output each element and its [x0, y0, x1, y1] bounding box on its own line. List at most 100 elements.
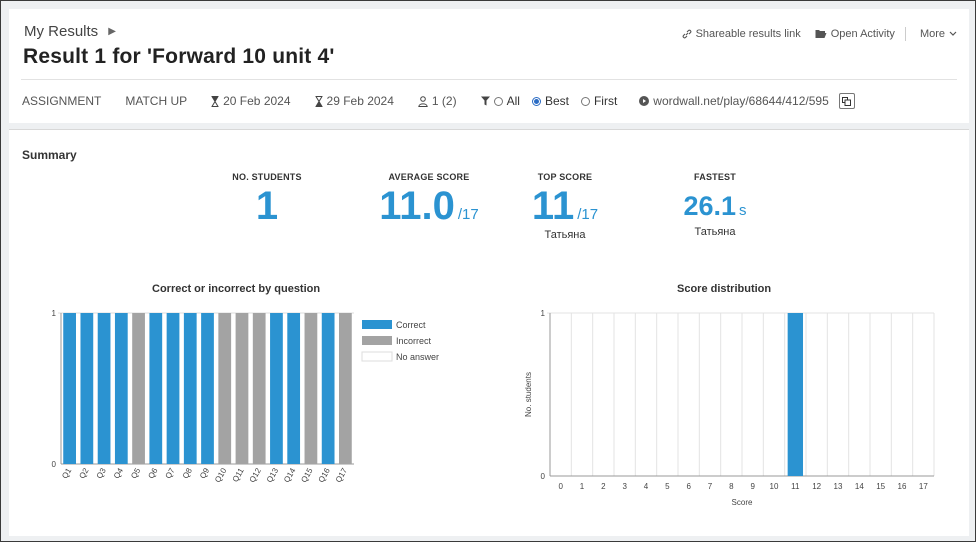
more-menu-button[interactable]: More	[920, 28, 957, 40]
bar-incorrect	[304, 313, 318, 464]
user-icon	[418, 95, 428, 107]
stat-students: NO. STUDENTS 1	[217, 172, 317, 226]
x-tick-label: Q5	[129, 466, 142, 480]
start-date-label: 20 Feb 2024	[223, 94, 291, 108]
x-tick-label: 12	[812, 482, 821, 491]
stat-top: TOP SCORE 11/17 Татьяна	[505, 172, 625, 241]
radio-icon	[580, 96, 590, 106]
bar-correct	[201, 313, 214, 464]
x-tick-label: Q17	[334, 466, 350, 484]
x-tick-label: 11	[791, 482, 800, 491]
bar-correct	[166, 313, 180, 464]
filter-best-radio[interactable]: Best	[531, 94, 569, 108]
x-tick-label: 10	[770, 482, 779, 491]
x-tick-label: Q8	[181, 466, 194, 480]
activity-link[interactable]: wordwall.net/play/68644/412/595	[653, 94, 829, 108]
shareable-link-label: Shareable results link	[695, 28, 801, 40]
x-tick-label: Q13	[265, 466, 281, 484]
x-tick-label: 15	[876, 482, 885, 491]
question-chart-title: Correct or incorrect by question	[152, 283, 321, 295]
legend-swatch	[362, 336, 392, 345]
fastest-student: Татьяна	[694, 226, 736, 238]
meta-template-label: MATCH UP	[125, 94, 188, 108]
x-tick-label: 4	[644, 482, 649, 491]
bar-correct	[149, 313, 163, 464]
x-tick-label: 1	[580, 482, 585, 491]
filter-icon[interactable]	[480, 96, 490, 106]
top-score-suffix: /17	[577, 206, 599, 223]
bar-incorrect	[218, 313, 232, 464]
bar-correct	[114, 313, 128, 464]
end-date-label: 29 Feb 2024	[326, 94, 394, 108]
x-tick-label: Q2	[77, 466, 90, 480]
stat-fastest: FASTEST 26.1 s Татьяна	[665, 172, 765, 238]
top-score: 11	[531, 184, 575, 228]
x-tick-label: 14	[855, 482, 864, 491]
filter-all-radio[interactable]: All	[493, 94, 520, 108]
legend-swatch	[361, 351, 393, 362]
x-tick-label: 7	[708, 482, 713, 491]
results-main: Summary NO. STUDENTS 1 AVERAGE SCORE 11.…	[9, 129, 969, 536]
x-tick-label: Q4	[112, 466, 125, 480]
meta-end-date: 29 Feb 2024	[315, 94, 394, 108]
meta-type: ASSIGNMENT	[22, 94, 101, 108]
bar-correct	[183, 313, 197, 464]
more-label: More	[919, 28, 945, 40]
hourglass-end-icon	[315, 95, 323, 107]
filter-first-label: First	[593, 94, 618, 108]
x-tick-label: 5	[665, 482, 670, 491]
summary-heading: Summary	[22, 148, 77, 162]
x-tick-label: Q10	[213, 466, 229, 484]
x-tick-label: 0	[558, 482, 563, 491]
stat-students-label: NO. STUDENTS	[232, 172, 302, 182]
stat-students-value: 1	[217, 186, 317, 226]
stat-average-value: 11.0/17	[349, 186, 509, 226]
copy-icon	[842, 96, 852, 106]
legend-label: Incorrect	[396, 336, 432, 346]
meta-start-date: 20 Feb 2024	[211, 94, 291, 108]
x-tick-label: Q14	[282, 466, 298, 484]
y-tick-label: 0	[52, 460, 57, 469]
average-score-suffix: /17	[457, 206, 479, 223]
meta-participants: 1 (2)	[418, 94, 457, 108]
x-tick-label: 3	[622, 482, 627, 491]
filter-first-radio[interactable]: First	[580, 94, 618, 108]
chevron-down-icon	[949, 31, 957, 36]
caret-right-icon: ▶	[108, 26, 116, 37]
stat-top-value: 11/17	[505, 186, 625, 226]
open-activity-button[interactable]: Open Activity	[815, 28, 895, 40]
copy-link-button[interactable]	[838, 93, 855, 109]
stat-top-label: TOP SCORE	[537, 172, 593, 182]
breadcrumb-my-results[interactable]: My Results	[24, 23, 99, 40]
x-tick-label: 6	[686, 482, 691, 491]
fastest-time: 26.1	[683, 191, 737, 221]
stat-average-label: AVERAGE SCORE	[388, 172, 470, 182]
bar-correct	[270, 313, 283, 464]
header-actions: Shareable results link Open Activity Mor…	[668, 27, 957, 41]
filter-best-label: Best	[544, 94, 569, 108]
y-tick-label: 1	[52, 309, 57, 318]
breadcrumb[interactable]: My Results ▶	[24, 23, 116, 40]
stat-fastest-label: FASTEST	[694, 172, 736, 182]
x-tick-label: Q11	[231, 466, 246, 484]
participants-label: 1 (2)	[431, 94, 457, 108]
bar-correct	[63, 313, 76, 464]
page-title: Result 1 for 'Forward 10 unit 4'	[23, 45, 335, 68]
meta-bar: ASSIGNMENT MATCH UP 20 Feb 2024 29 Feb 2…	[22, 93, 879, 109]
top-score-student: Татьяна	[544, 229, 586, 241]
x-tick-label: Q15	[299, 466, 315, 484]
x-tick-label: Q9	[198, 466, 211, 480]
x-tick-label: 2	[601, 482, 606, 491]
x-tick-label: Q12	[248, 466, 264, 484]
bar-incorrect	[132, 313, 145, 464]
shareable-link-button[interactable]: Shareable results link	[682, 28, 801, 40]
bar-incorrect	[235, 313, 249, 464]
legend-label: No answer	[396, 352, 439, 362]
bar-incorrect	[252, 313, 266, 464]
meta-link: wordwall.net/play/68644/412/595	[639, 93, 855, 109]
meta-type-label: ASSIGNMENT	[22, 94, 102, 108]
play-circle-icon	[639, 96, 650, 106]
